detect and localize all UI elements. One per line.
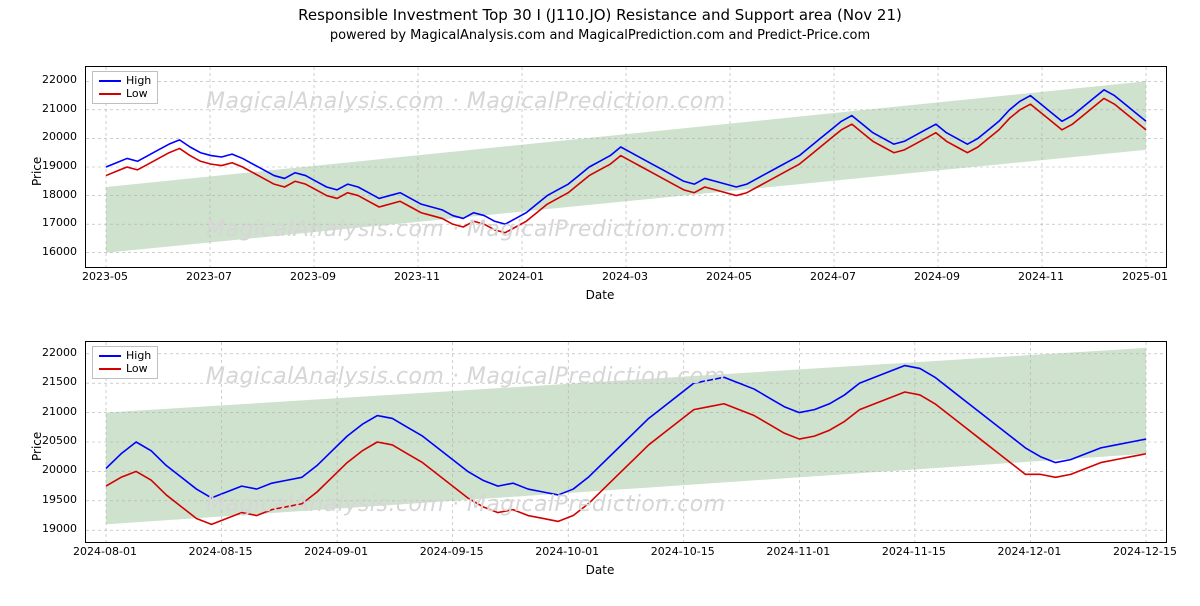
- legend-swatch-high: [99, 80, 121, 82]
- top-chart-svg: [86, 67, 1166, 267]
- bottom-chart-panel: MagicalAnalysis.com · MagicalPrediction.…: [85, 341, 1167, 543]
- ytick-label: 19000: [42, 159, 77, 172]
- legend-row-low: Low: [99, 87, 151, 100]
- legend-label-low-b: Low: [126, 362, 148, 375]
- xtick-label: 2024-01: [498, 270, 544, 283]
- xtick-label: 2024-10-01: [535, 545, 599, 558]
- ytick-label: 21000: [42, 405, 77, 418]
- chart-subtitle: powered by MagicalAnalysis.com and Magic…: [0, 28, 1200, 43]
- ytick-label: 21500: [42, 375, 77, 388]
- xtick-label: 2023-07: [186, 270, 232, 283]
- top-chart-panel: MagicalAnalysis.com · MagicalPrediction.…: [85, 66, 1167, 268]
- xtick-label: 2024-09-15: [420, 545, 484, 558]
- xtick-label: 2024-09-01: [304, 545, 368, 558]
- ytick-label: 16000: [42, 245, 77, 258]
- bottom-chart-svg: [86, 342, 1166, 542]
- ytick-label: 22000: [42, 346, 77, 359]
- xtick-label: 2023-09: [290, 270, 336, 283]
- xtick-label: 2024-12-01: [997, 545, 1061, 558]
- ytick-label: 18000: [42, 188, 77, 201]
- ytick-label: 20500: [42, 434, 77, 447]
- ytick-label: 19000: [42, 522, 77, 535]
- ytick-label: 20000: [42, 130, 77, 143]
- xtick-label: 2024-11: [1018, 270, 1064, 283]
- ytick-label: 21000: [42, 102, 77, 115]
- legend-label-high: High: [126, 74, 151, 87]
- legend-label-high-b: High: [126, 349, 151, 362]
- chart-title: Responsible Investment Top 30 I (J110.JO…: [0, 6, 1200, 24]
- legend-swatch-high-b: [99, 355, 121, 357]
- xtick-label: 2024-09: [914, 270, 960, 283]
- ytick-label: 20000: [42, 463, 77, 476]
- legend-label-low: Low: [126, 87, 148, 100]
- xtick-label: 2023-05: [82, 270, 128, 283]
- xtick-label: 2024-07: [810, 270, 856, 283]
- bottom-xlabel: Date: [586, 563, 615, 577]
- xtick-label: 2024-08-15: [189, 545, 253, 558]
- legend-swatch-low: [99, 93, 121, 95]
- xtick-label: 2024-05: [706, 270, 752, 283]
- legend-row-high-b: High: [99, 349, 151, 362]
- ytick-label: 22000: [42, 73, 77, 86]
- legend-row-high: High: [99, 74, 151, 87]
- xtick-label: 2024-11-01: [766, 545, 830, 558]
- legend-row-low-b: Low: [99, 362, 151, 375]
- xtick-label: 2024-11-15: [882, 545, 946, 558]
- legend-top: High Low: [92, 71, 158, 104]
- ytick-label: 17000: [42, 216, 77, 229]
- legend-bottom: High Low: [92, 346, 158, 379]
- xtick-label: 2023-11: [394, 270, 440, 283]
- top-xlabel: Date: [586, 288, 615, 302]
- chart-container: Responsible Investment Top 30 I (J110.JO…: [0, 6, 1200, 606]
- xtick-label: 2025-01: [1122, 270, 1168, 283]
- xtick-label: 2024-12-15: [1113, 545, 1177, 558]
- xtick-label: 2024-10-15: [651, 545, 715, 558]
- xtick-label: 2024-03: [602, 270, 648, 283]
- ytick-label: 19500: [42, 493, 77, 506]
- legend-swatch-low-b: [99, 368, 121, 370]
- xtick-label: 2024-08-01: [73, 545, 137, 558]
